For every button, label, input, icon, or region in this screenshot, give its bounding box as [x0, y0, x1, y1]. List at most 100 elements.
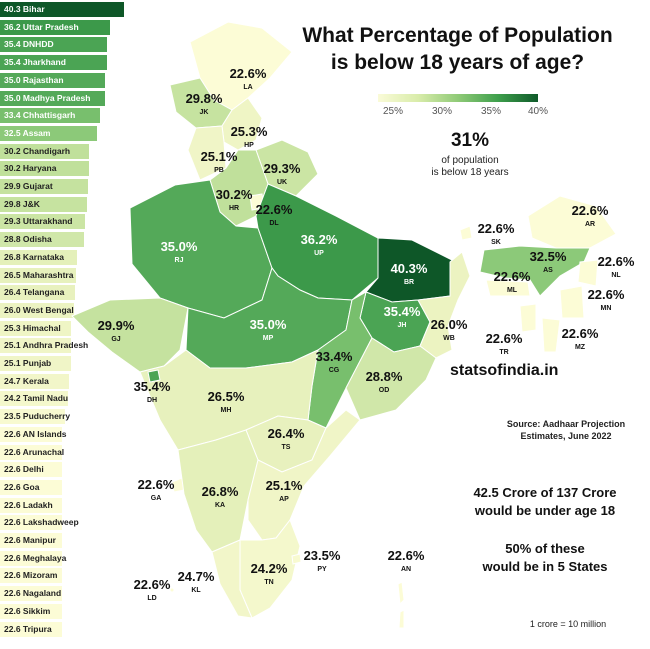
state-abbr: MZ [574, 344, 586, 351]
state-abbr: UP [314, 250, 324, 257]
ranking-bar: 35.4 Jharkhand [0, 55, 107, 71]
state-label-kl: 24.7% KL [172, 570, 220, 598]
state-abbr: CG [328, 367, 340, 374]
state-pct: 36.2% [300, 232, 338, 247]
state-pct: 26.5% [207, 389, 245, 404]
state-abbr: KL [191, 587, 201, 594]
state-pct: 35.4% [383, 304, 421, 319]
ranking-bar: 32.5 Assam [0, 125, 97, 141]
state-label-as: 32.5% AS [524, 250, 572, 278]
ranking-bar: 22.6 Manipur [0, 533, 62, 548]
source-line-2: Estimates, June 2022 [520, 431, 612, 441]
title-line-1: What Percentage of Population [302, 24, 613, 47]
state-pct: 35.0% [160, 239, 198, 254]
brand-text: statsofindia.in [450, 362, 559, 379]
state-abbr: KA [214, 502, 226, 509]
state-pct: 22.6% [133, 577, 171, 592]
region-ld [169, 587, 175, 593]
state-label-ar: 22.6% AR [566, 204, 614, 232]
ranking-bar: 33.4 Chhattisgarh [0, 108, 100, 124]
state-label-dh: 35.4% DH [128, 380, 176, 408]
ranking-bar: 23.5 Puducherry [0, 409, 70, 425]
state-abbr: MH [220, 407, 232, 414]
ranking-bar: 29.8 J&K [0, 196, 87, 212]
state-pct: 22.6% [561, 326, 599, 341]
state-label-nl: 22.6% NL [592, 255, 640, 283]
ranking-bar: 22.6 Lakshadweep [0, 515, 79, 531]
region-py [291, 553, 302, 565]
state-pct: 22.6% [255, 202, 293, 217]
state-abbr: DH [146, 397, 158, 404]
state-pct: 22.6% [485, 331, 523, 346]
ranking-bar: 24.2 Tamil Nadu [0, 391, 68, 407]
state-label-sk: 22.6% SK [472, 222, 520, 250]
ranking-bar: 26.8 Karnataka [0, 249, 77, 265]
region-kl [211, 539, 253, 619]
legend-tick: 25% [383, 106, 404, 117]
state-pct: 26.4% [267, 426, 305, 441]
region-mz [541, 317, 561, 353]
state-abbr: TR [499, 349, 509, 356]
ranking-bar: 22.6 Ladakh [0, 497, 62, 513]
state-label-ap: 25.1% AP [260, 479, 308, 507]
state-abbr: LA [243, 84, 253, 91]
ranking-bar: 26.0 West Bengal [0, 302, 74, 318]
ranking-bar: 24.7 Kerala [0, 373, 69, 389]
state-label-od: 28.8% OD [360, 370, 408, 398]
ranking-bar: 22.6 AN Islands [0, 426, 67, 442]
state-abbr: GJ [111, 336, 121, 343]
state-pct: 29.3% [263, 161, 301, 176]
summary-line-2: is below 18 years [431, 167, 509, 178]
state-abbr: TN [264, 579, 274, 586]
state-pct: 22.6% [387, 548, 425, 563]
state-label-jh: 35.4% JH [378, 305, 426, 333]
state-label-dl: 22.6% DL [250, 203, 298, 231]
state-pct: 22.6% [137, 477, 175, 492]
region-wb [417, 251, 471, 359]
summary-value: 31% [450, 130, 490, 151]
state-label-hr: 30.2% HR [210, 188, 258, 216]
state-label-tn: 24.2% TN [245, 562, 293, 590]
region-ap [247, 409, 361, 541]
state-abbr: HR [228, 205, 240, 212]
ranking-bar: 35.0 Rajasthan [0, 72, 105, 88]
state-label-wb: 26.0% WB [425, 318, 473, 346]
region-ka [177, 429, 259, 553]
state-abbr: WB [443, 335, 455, 342]
state-abbr: ML [506, 287, 518, 294]
region-tr [519, 303, 537, 333]
state-label-mp: 35.0% MP [244, 318, 292, 346]
legend-tick: 40% [528, 106, 549, 117]
region-ar [527, 195, 617, 249]
region-dh [147, 369, 161, 383]
region-an-2 [398, 609, 405, 629]
state-abbr: PB [214, 167, 224, 174]
region-ml [485, 279, 531, 297]
state-label-uk: 29.3% UK [258, 162, 306, 190]
ranking-bar: 40.3 Bihar [0, 2, 124, 17]
state-pct: 35.4% [133, 379, 171, 394]
region-gj [71, 297, 189, 373]
state-abbr: AP [279, 496, 289, 503]
state-abbr: UK [276, 179, 288, 186]
state-label-br: 40.3% BR [385, 262, 433, 290]
ranking-bar: 26.4 Telangana [0, 285, 75, 301]
summary-line-1: of population [441, 155, 499, 166]
state-abbr: MN [600, 305, 612, 312]
state-pct: 22.6% [587, 287, 625, 302]
ranking-bar: 28.8 Odisha [0, 232, 84, 248]
state-pct: 23.5% [303, 548, 341, 563]
state-abbr: NL [611, 272, 621, 279]
state-abbr: RJ [174, 257, 184, 264]
state-pct: 22.6% [597, 254, 635, 269]
state-label-ka: 26.8% KA [196, 485, 244, 513]
ranking-bar: 35.0 Madhya Pradesh [0, 90, 105, 106]
state-abbr: LD [147, 595, 157, 602]
ranking-bar: 22.6 Nagaland [0, 586, 62, 602]
ranking-bar: 25.1 Andhra Pradesh [0, 338, 88, 354]
state-label-la: 22.6% LA [224, 67, 272, 95]
ranking-bar: 36.2 Uttar Pradesh [0, 19, 110, 35]
fact-2-line-2: would be in 5 States [482, 559, 608, 574]
